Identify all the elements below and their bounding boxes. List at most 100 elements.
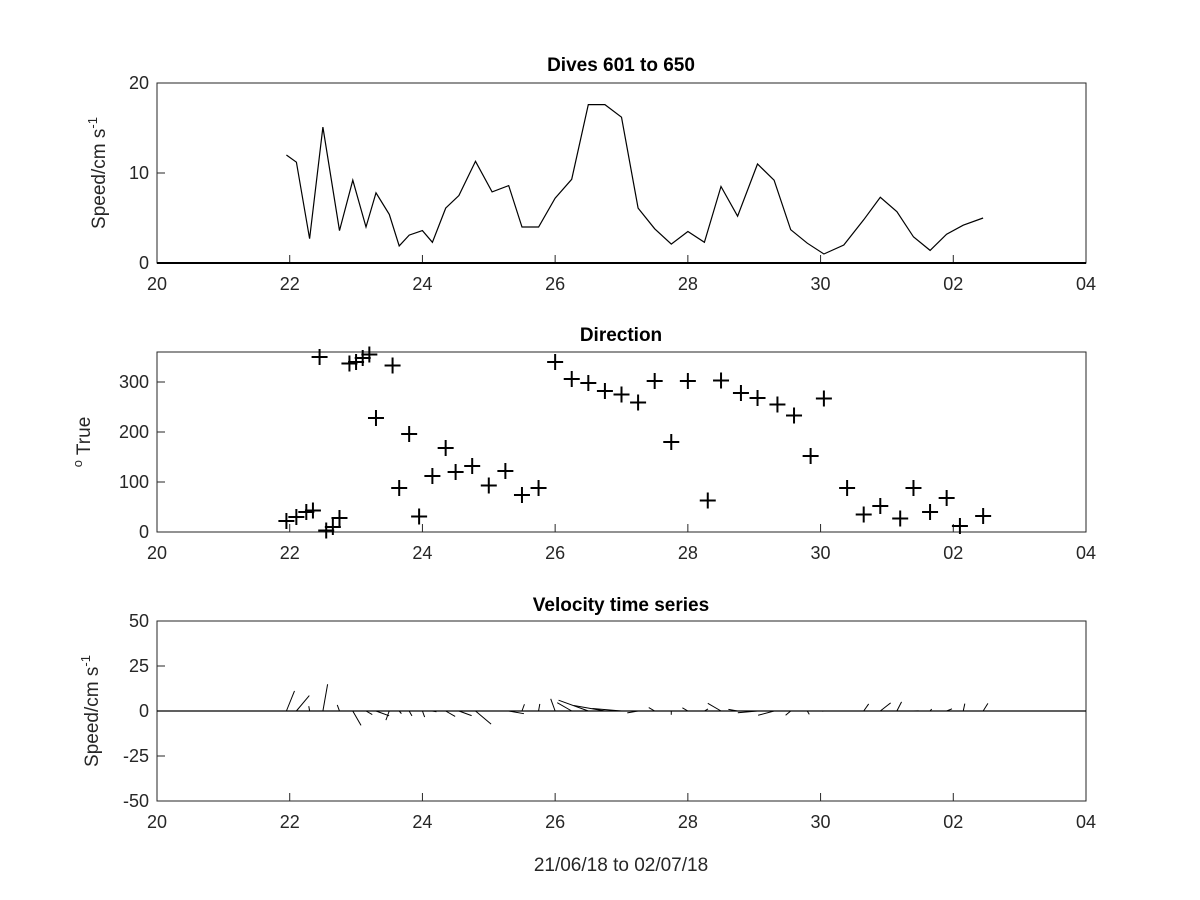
velocity-stick <box>648 707 655 712</box>
speed-series-line <box>286 103 984 255</box>
velocity-stick <box>336 704 340 712</box>
speed-panel-ylabel: Speed/cm s-1 <box>85 117 110 229</box>
direction-point <box>951 518 968 534</box>
velocity-stick <box>879 702 891 712</box>
velocity-stick <box>737 710 758 714</box>
direction-panel-y-tick-label: 0 <box>139 522 149 542</box>
direction-point <box>872 498 889 514</box>
velocity-stick <box>475 710 492 725</box>
speed-panel-x-tick-label: 26 <box>545 274 565 294</box>
speed-panel-x-tick-label: 24 <box>412 274 432 294</box>
direction-panel-y-tick-label: 300 <box>119 372 149 392</box>
velocity-panel-ylabel: Speed/cm s-1 <box>78 655 103 767</box>
direction-point <box>769 396 786 413</box>
direction-point <box>464 458 481 474</box>
velocity-panel-x-tick-label: 04 <box>1076 812 1096 832</box>
velocity-stick <box>521 704 525 712</box>
velocity-stick <box>538 703 541 712</box>
direction-point <box>580 375 597 391</box>
direction-panel-ylabel-text: True <box>74 417 95 460</box>
direction-point <box>530 480 547 496</box>
velocity-panel: Velocity time series Speed/cm s-1 21/06/… <box>78 595 1096 876</box>
speed-panel-ylabel-text: Speed/cm s <box>89 129 110 229</box>
velocity-stick <box>445 710 456 717</box>
velocity-panel-x-tick-label: 30 <box>811 812 831 832</box>
velocity-stick <box>728 708 738 712</box>
direction-point <box>367 410 384 426</box>
direction-point <box>922 504 939 520</box>
direction-point <box>786 407 803 424</box>
direction-point <box>905 480 922 496</box>
direction-point <box>663 434 680 450</box>
direction-point <box>892 510 909 527</box>
velocity-panel-x-tick-label: 26 <box>545 812 565 832</box>
direction-panel-x-tick-label: 22 <box>280 543 300 563</box>
direction-point <box>341 355 358 372</box>
velocity-panel-y-tick-label: 50 <box>129 611 149 631</box>
speed-panel-x-tick-label: 22 <box>280 274 300 294</box>
direction-panel-x-tick-label: 20 <box>147 543 167 563</box>
direction-point <box>401 426 418 442</box>
direction-panel-x-tick-label: 30 <box>811 543 831 563</box>
direction-point <box>324 519 341 535</box>
direction-panel-data <box>278 346 992 539</box>
direction-panel-x-tick-label: 26 <box>545 543 565 563</box>
velocity-stick <box>982 703 989 712</box>
speed-panel-data <box>157 103 1086 264</box>
direction-point <box>975 508 992 524</box>
velocity-panel-xlabel: 21/06/18 to 02/07/18 <box>534 855 708 876</box>
velocity-panel-x-axis: 20 22 24 26 28 30 02 04 <box>147 793 1096 832</box>
velocity-panel-y-tick-label: 0 <box>139 701 149 721</box>
speed-panel-y-tick-label: 0 <box>139 253 149 273</box>
direction-point <box>938 490 955 506</box>
velocity-stick <box>929 708 933 712</box>
direction-panel-y-axis: 0 100 200 300 <box>119 372 165 542</box>
direction-point <box>732 385 749 401</box>
direction-point <box>437 440 454 456</box>
velocity-stick <box>322 684 329 712</box>
velocity-stick <box>408 710 413 717</box>
direction-point <box>318 522 335 539</box>
speed-panel-x-tick-label: 02 <box>943 274 963 294</box>
direction-point <box>304 502 321 519</box>
velocity-stick <box>806 710 810 715</box>
direction-point <box>713 372 730 389</box>
velocity-stick <box>398 710 402 714</box>
direction-panel-title: Direction <box>580 325 662 346</box>
velocity-stick <box>308 706 311 712</box>
direction-point <box>480 477 497 494</box>
direction-point <box>311 349 328 365</box>
velocity-stick <box>550 698 556 712</box>
direction-panel-x-tick-label: 02 <box>943 543 963 563</box>
velocity-stick <box>707 702 722 712</box>
velocity-stick <box>863 703 870 712</box>
direction-panel-x-tick-label: 28 <box>678 543 698 563</box>
speed-panel-x-tick-label: 30 <box>811 274 831 294</box>
direction-point <box>596 383 613 399</box>
direction-point <box>839 480 856 496</box>
direction-point <box>547 354 564 370</box>
velocity-panel-y-tick-label: -50 <box>123 791 149 811</box>
velocity-stick <box>785 710 792 716</box>
velocity-stick <box>682 707 689 712</box>
direction-panel-axes-box <box>156 351 1087 533</box>
direction-point <box>354 350 371 366</box>
velocity-stick <box>352 710 362 726</box>
velocity-stick <box>375 710 390 717</box>
velocity-stick <box>432 710 437 713</box>
velocity-panel-y-tick-label: 25 <box>129 656 149 676</box>
direction-point <box>331 510 348 526</box>
direction-point <box>447 464 464 480</box>
direction-point <box>424 468 441 484</box>
direction-point <box>699 492 716 509</box>
velocity-stick <box>896 701 902 712</box>
speed-panel-x-tick-label: 04 <box>1076 274 1096 294</box>
direction-panel-y-tick-label: 100 <box>119 472 149 492</box>
direction-point <box>646 373 663 389</box>
speed-panel-y-axis: 0 10 20 <box>129 73 165 273</box>
speed-panel: Dives 601 to 650 Speed/cm s-1 20 22 24 26 28… <box>85 55 1096 294</box>
direction-panel-x-tick-label: 24 <box>412 543 432 563</box>
direction-point <box>679 373 696 389</box>
direction-point <box>563 371 580 387</box>
